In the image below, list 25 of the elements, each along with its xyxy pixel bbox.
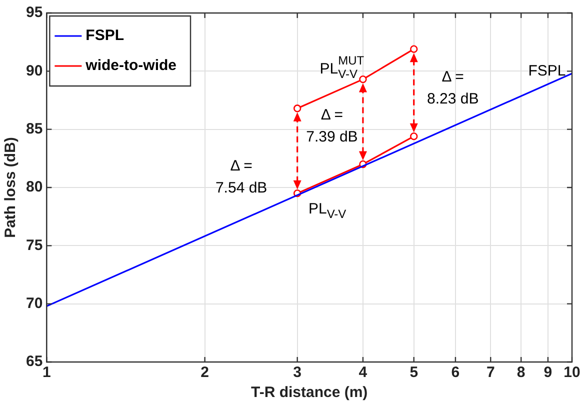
annotation: FSPL (528, 62, 566, 80)
y-tick-label: 85 (26, 120, 43, 138)
x-tick-label: 2 (200, 364, 209, 382)
annotation: Δ = 8.23 dB (427, 68, 479, 108)
x-tick-label: 8 (516, 364, 526, 382)
y-tick-label: 95 (26, 4, 43, 22)
y-axis-title: Path loss (dB) (2, 137, 20, 238)
x-axis-title: T-R distance (m) (251, 384, 368, 402)
x-tick-label: 1 (42, 364, 51, 382)
annotation: Δ = 7.39 dB (306, 106, 358, 146)
legend-label: wide-to-wide (84, 57, 177, 74)
legend-label: FSPL (86, 27, 124, 44)
x-tick-label: 9 (544, 364, 552, 382)
y-tick-label: 90 (26, 62, 43, 80)
y-tick-label: 80 (26, 178, 43, 196)
x-tick-label: 5 (410, 364, 418, 382)
y-tick-label: 70 (26, 294, 43, 312)
x-tick-label: 3 (293, 364, 302, 382)
x-tick-label: 4 (358, 364, 368, 382)
y-tick-label: 65 (26, 353, 43, 370)
x-tick-label: 7 (486, 364, 495, 382)
annotation: Δ = 7.54 dB (215, 157, 268, 196)
y-tick-label: 75 (26, 236, 43, 254)
x-tick-label: 6 (451, 364, 460, 382)
x-tick-label: 10 (564, 364, 580, 382)
